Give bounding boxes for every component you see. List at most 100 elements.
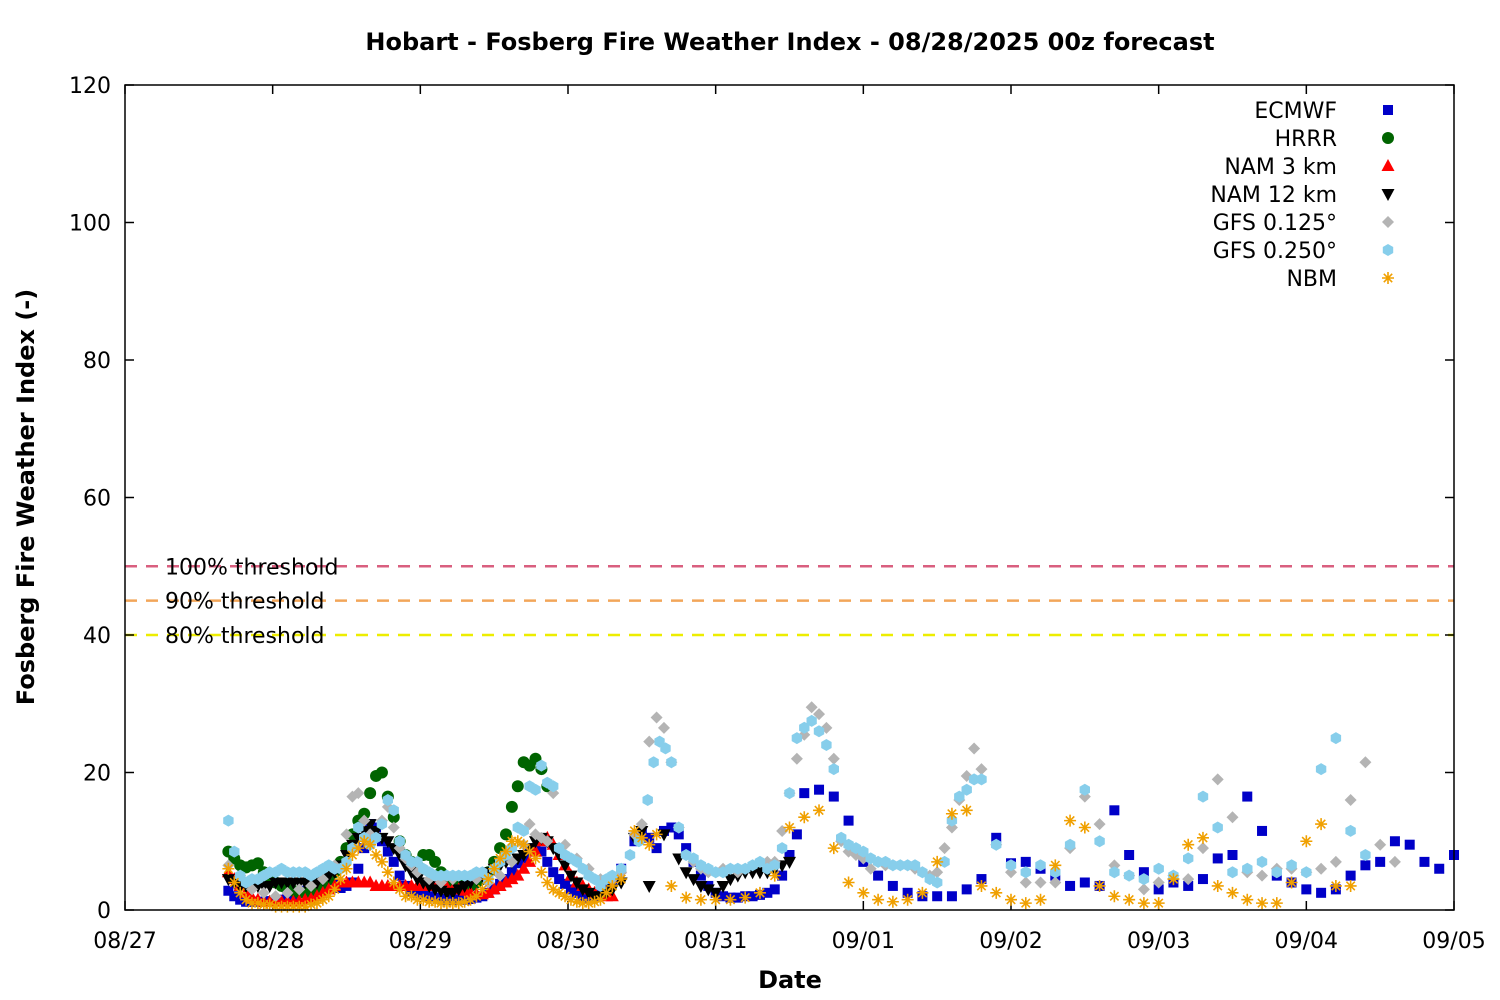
gfs-0-250-point bbox=[660, 742, 671, 755]
ecmwf-point bbox=[681, 843, 692, 854]
nbm-point bbox=[458, 895, 471, 908]
nbm-point bbox=[588, 895, 601, 908]
nbm-point bbox=[305, 898, 318, 911]
nam-3-km-point bbox=[505, 872, 519, 885]
legend-label-ecmwf: ECMWF bbox=[1254, 99, 1337, 124]
ecmwf-point bbox=[554, 874, 565, 885]
nbm-point bbox=[405, 890, 418, 903]
ecmwf-point bbox=[1434, 863, 1445, 874]
nbm-point bbox=[886, 895, 899, 908]
gfs-0-250-point bbox=[648, 756, 659, 769]
gfs-0-125-point bbox=[938, 842, 951, 855]
legend-marker-nam-12-km bbox=[1381, 189, 1395, 201]
nbm-point bbox=[1256, 897, 1269, 910]
nbm-point bbox=[370, 849, 383, 861]
gfs-0-250-point bbox=[536, 759, 547, 772]
nbm-point bbox=[635, 831, 648, 844]
nbm-point bbox=[240, 893, 253, 906]
ecmwf-point bbox=[223, 885, 234, 896]
ecmwf-point bbox=[1020, 856, 1031, 867]
x-tick-label: 09/01 bbox=[832, 929, 895, 954]
ecmwf-point bbox=[961, 884, 972, 895]
nbm-point bbox=[990, 886, 1003, 899]
gfs-0-125-point bbox=[1182, 873, 1195, 886]
nam-12-km-point bbox=[701, 884, 715, 897]
ecmwf-point bbox=[229, 891, 240, 902]
gfs-0-250-point bbox=[353, 821, 364, 834]
x-tick-label: 08/31 bbox=[684, 929, 747, 954]
gfs-0-250-point bbox=[1242, 862, 1253, 875]
nam-3-km-point bbox=[499, 875, 513, 888]
y-tick-label: 40 bbox=[83, 624, 111, 649]
x-tick-label: 09/02 bbox=[979, 929, 1042, 954]
gfs-0-125-point bbox=[931, 866, 944, 879]
ecmwf-point bbox=[1197, 874, 1208, 885]
legend-label-hrrr: HRRR bbox=[1275, 127, 1337, 152]
nam-12-km-point bbox=[410, 874, 424, 887]
gfs-0-125-point bbox=[1344, 794, 1357, 806]
nbm-point bbox=[299, 900, 312, 913]
nbm-point bbox=[535, 866, 548, 879]
gfs-0-250-point bbox=[799, 721, 810, 734]
nbm-point bbox=[1270, 897, 1283, 910]
nbm-point bbox=[1344, 879, 1357, 892]
gfs-0-250-point bbox=[791, 732, 803, 745]
ecmwf-point bbox=[1212, 853, 1223, 864]
gfs-0-125-point bbox=[643, 735, 656, 748]
gfs-0-250-point bbox=[1330, 732, 1342, 745]
nbm-point bbox=[753, 886, 766, 899]
gfs-0-125-point bbox=[1093, 818, 1106, 831]
nam-3-km-point bbox=[487, 882, 501, 895]
legend-marker-ecmwf bbox=[1383, 105, 1393, 115]
gfs-0-125-point bbox=[352, 787, 365, 800]
ecmwf-point bbox=[644, 832, 655, 843]
threshold-layer: 100% threshold 90% threshold 80% threshold bbox=[125, 555, 1454, 649]
gfs-0-250-point bbox=[1360, 849, 1371, 861]
gfs-0-250-point bbox=[769, 859, 780, 872]
ecmwf-point bbox=[1065, 880, 1076, 891]
nbm-point bbox=[709, 893, 722, 906]
gfs-0-250-point bbox=[991, 838, 1002, 851]
nam-3-km-point bbox=[511, 868, 525, 881]
gfs-0-250-point bbox=[1035, 859, 1046, 872]
y-axis-label: Fosberg Fire Weather Index (-) bbox=[12, 289, 40, 705]
hrrr-point bbox=[364, 787, 377, 800]
ecmwf-point bbox=[769, 884, 780, 895]
nbm-point bbox=[541, 876, 554, 889]
nbm-point bbox=[1329, 879, 1342, 892]
gfs-0-125-point bbox=[269, 890, 282, 903]
nbm-point bbox=[1315, 818, 1328, 831]
y-tick-label: 0 bbox=[97, 899, 111, 924]
y-tick-label: 20 bbox=[83, 762, 111, 787]
legend-marker-gfs-0-125 bbox=[1382, 216, 1394, 228]
nbm-point bbox=[1196, 831, 1209, 844]
nbm-point bbox=[570, 895, 583, 908]
hrrr-point bbox=[375, 766, 388, 779]
nam-12-km-point bbox=[783, 856, 796, 869]
ecmwf-point bbox=[762, 887, 773, 898]
gfs-0-250-point bbox=[382, 794, 393, 806]
nbm-point bbox=[650, 828, 663, 841]
ecmwf-point bbox=[784, 850, 795, 860]
nbm-point bbox=[228, 876, 241, 889]
nbm-point bbox=[559, 890, 572, 903]
hrrr-point bbox=[251, 857, 264, 870]
legend-label-gfs-0-250: GFS 0.250° bbox=[1213, 239, 1337, 264]
nbm-point bbox=[1226, 886, 1239, 899]
nam-12-km-point bbox=[564, 870, 578, 883]
ecmwf-point bbox=[1109, 805, 1120, 816]
gfs-0-125-point bbox=[1034, 876, 1047, 889]
ecmwf-point bbox=[718, 891, 729, 902]
gfs-0-250-point bbox=[1153, 862, 1164, 875]
nbm-point bbox=[643, 838, 656, 851]
legend-marker-gfs-0-250 bbox=[1382, 244, 1394, 256]
gfs-0-125-point bbox=[968, 742, 981, 755]
gfs-0-250-point bbox=[932, 876, 943, 889]
nbm-point bbox=[813, 804, 826, 817]
ecmwf-point bbox=[1079, 877, 1090, 888]
gfs-0-250-point bbox=[836, 831, 847, 844]
ecmwf-point bbox=[1257, 825, 1268, 836]
ecmwf-point bbox=[695, 870, 706, 881]
ecmwf-point bbox=[666, 822, 677, 833]
nam-3-km-point bbox=[310, 889, 324, 902]
